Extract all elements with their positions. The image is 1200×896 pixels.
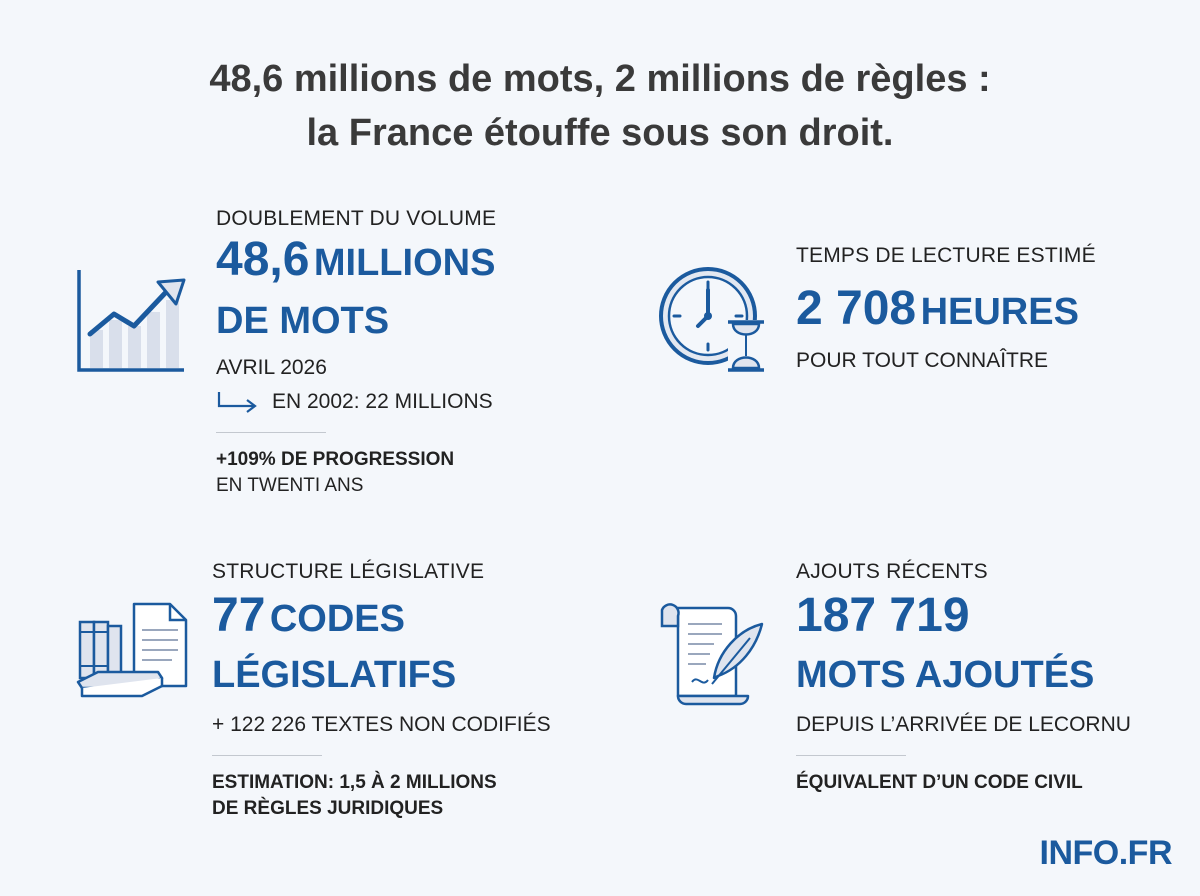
volume-note: +109% DE PROGRESSION EN TWENTI ANS (216, 447, 496, 499)
volume-number: 48,6 (216, 233, 310, 286)
volume-label: DOUBLEMENT DU VOLUME (216, 207, 497, 230)
structure-block: STRUCTURE LÉGISLATIVE 77 CODES LÉGISLATI… (212, 560, 551, 822)
return-arrow-icon (216, 390, 264, 414)
recent-separator (796, 755, 906, 756)
structure-unit-2: LÉGISLATIFS (212, 654, 457, 696)
clock-hourglass-icon (656, 262, 771, 382)
volume-previous-row: EN 2002: 22 MILLIONS (216, 390, 496, 414)
volume-period: EN TWENTI ANS (216, 475, 364, 496)
volume-progression: +109% DE PROGRESSION (216, 449, 455, 470)
recent-number: 187 719 (796, 589, 970, 642)
structure-sub: + 122 226 TEXTES NON CODIFIÉS (212, 713, 551, 736)
reading-unit: HEURES (920, 291, 1079, 333)
books-document-icon (74, 600, 189, 705)
page-title: 48,6 millions de mots, 2 millions de règ… (0, 52, 1200, 160)
scroll-quill-icon (656, 600, 771, 713)
brand-logo: INFO.FR (1039, 834, 1173, 872)
recent-note: ÉQUIVALENT D’UN CODE CIVIL (796, 772, 1083, 793)
reading-number: 2 708 (796, 282, 917, 335)
title-line-1: 48,6 millions de mots, 2 millions de règ… (209, 58, 991, 100)
reading-figure: 2 708 HEURES (796, 282, 1096, 347)
structure-separator (212, 755, 322, 756)
volume-date: AVRIL 2026 (216, 356, 327, 379)
volume-separator (216, 432, 326, 433)
reading-block: TEMPS DE LECTURE ESTIMÉ 2 708 HEURES POU… (796, 244, 1096, 373)
structure-number: 77 (212, 589, 266, 642)
volume-unit: MILLIONS (313, 242, 496, 284)
volume-unit-2: DE MOTS (216, 300, 390, 342)
growth-chart-icon (76, 268, 191, 379)
recent-label: AJOUTS RÉCENTS (796, 560, 988, 583)
structure-label: STRUCTURE LÉGISLATIVE (212, 560, 485, 583)
recent-unit: MOTS AJOUTÉS (796, 654, 1095, 696)
structure-note: ESTIMATION: 1,5 À 2 MILLIONS DE RÈGLES J… (212, 770, 551, 822)
structure-note-2: DE RÈGLES JURIDIQUES (212, 798, 444, 819)
title-line-2: la France étouffe sous son droit. (306, 112, 894, 154)
recent-sub: DEPUIS L’ARRIVÉE DE LECORNU (796, 713, 1131, 736)
volume-previous: EN 2002: 22 MILLIONS (272, 390, 493, 413)
recent-figure: 187 719 MOTS AJOUTÉS (796, 592, 1131, 707)
volume-block: DOUBLEMENT DU VOLUME 48,6 MILLIONS DE MO… (216, 207, 496, 499)
reading-sub: POUR TOUT CONNAÎTRE (796, 349, 1049, 372)
structure-unit: CODES (269, 598, 405, 640)
reading-label: TEMPS DE LECTURE ESTIMÉ (796, 244, 1096, 267)
structure-figure: 77 CODES LÉGISLATIFS (212, 592, 551, 707)
structure-note-1: ESTIMATION: 1,5 À 2 MILLIONS (212, 772, 497, 793)
volume-figure: 48,6 MILLIONS DE MOTS (216, 235, 496, 354)
recent-block: AJOUTS RÉCENTS 187 719 MOTS AJOUTÉS DEPU… (796, 560, 1131, 796)
